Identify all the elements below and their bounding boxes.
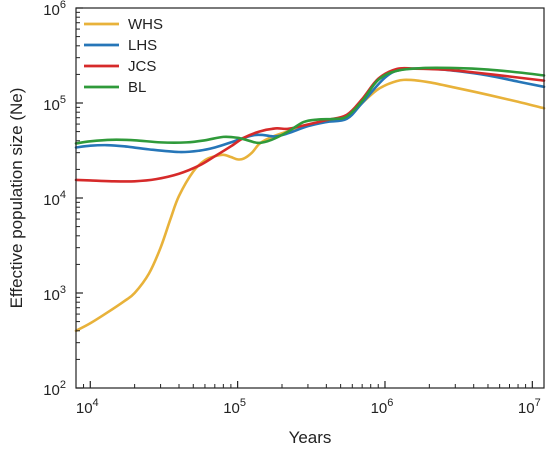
x-tick-label: 104 [76,397,99,417]
y-tick-label: 105 [43,94,66,114]
x-tick-label: 105 [223,397,246,417]
legend-label-jcs: JCS [128,58,156,75]
axes-layer: 104 105 106 107 102 103 104 105 106 [43,0,545,417]
series-layer [74,66,546,333]
legend-label-bl: BL [128,79,146,96]
x-axis-title: Years [289,428,332,447]
y-tick-label: 104 [43,189,66,209]
legend: WHS LHS JCS BL [84,16,163,96]
legend-label-lhs: LHS [128,37,157,54]
legend-label-whs: WHS [128,16,163,33]
x-tick-label: 107 [518,397,541,417]
y-tick-label: 103 [43,284,66,304]
series-line-whs [74,78,546,333]
y-axis-title: Effective population size (Ne) [7,88,26,309]
y-tick-label: 102 [43,379,66,399]
series-line-bl [74,66,546,145]
y-tick-label: 106 [43,0,66,19]
x-tick-label: 106 [371,397,394,417]
